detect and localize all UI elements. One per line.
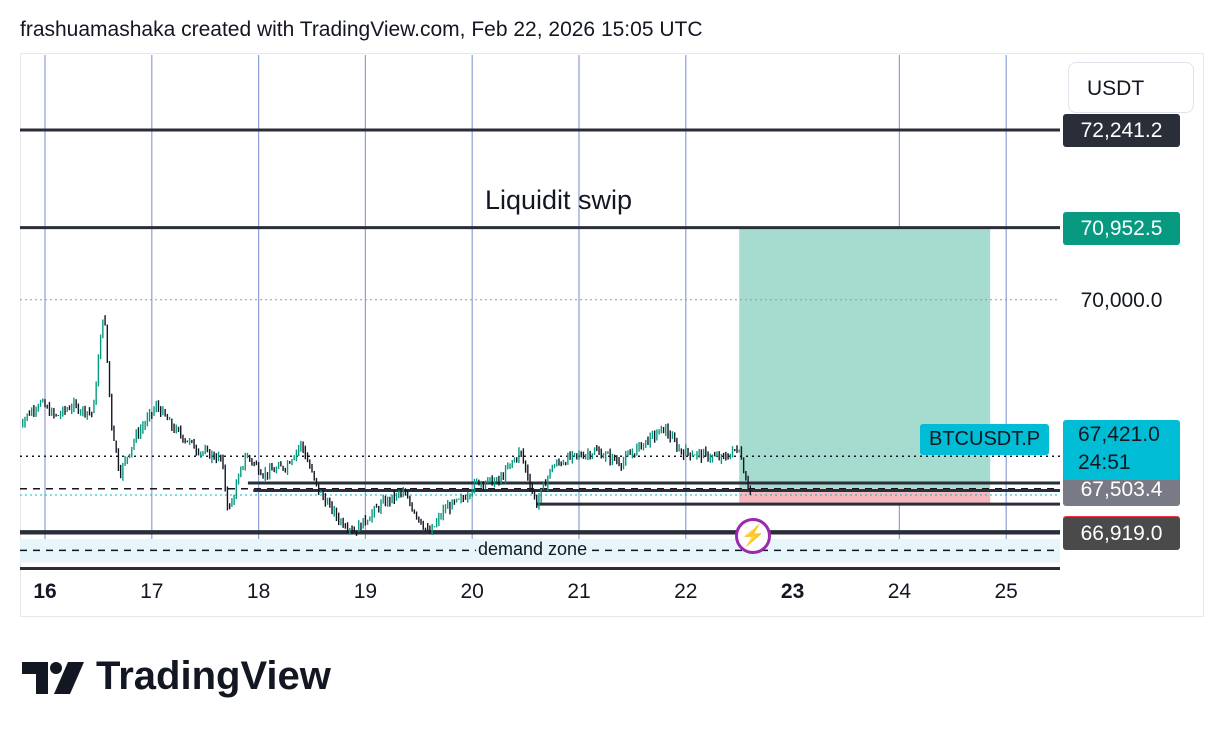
x-axis-tick-22: 22 <box>674 580 698 603</box>
position-loss-zone <box>739 488 991 505</box>
tradingview-logo-text: TradingView <box>96 654 331 698</box>
currency-selector-button[interactable]: USDT <box>1068 62 1194 113</box>
annotation-liquidity-swip[interactable]: Liquidit swip <box>484 185 633 216</box>
price-axis-label-70000: 70,000.0 <box>1080 288 1163 312</box>
lightning-icon[interactable]: ⚡ <box>735 518 771 554</box>
price-axis-label-level-66919: 66,919.0 <box>1063 517 1180 550</box>
price-axis-label-level-72241: 72,241.2 <box>1063 114 1180 147</box>
x-axis-tick-17: 17 <box>140 580 164 603</box>
x-axis-tick-16: 16 <box>33 580 57 603</box>
chart-frame <box>20 53 1204 617</box>
x-axis-tick-24: 24 <box>887 580 912 603</box>
x-axis-tick-19: 19 <box>353 580 378 603</box>
bar-countdown: 24:51 <box>1078 451 1131 474</box>
current-price-label: 67,421.0 24:51 <box>1063 420 1180 480</box>
x-axis-tick-25: 25 <box>994 580 1018 603</box>
x-axis-tick-23: 23 <box>780 580 805 603</box>
x-axis-tick-20: 20 <box>460 580 484 603</box>
demand-zone-label[interactable]: demand zone <box>476 539 590 561</box>
x-axis-tick-18: 18 <box>246 580 271 603</box>
current-price-value: 67,421.0 <box>1078 423 1160 446</box>
chart-attribution: frashuamashaka created with TradingView.… <box>20 18 703 41</box>
price-axis-label-level-70952: 70,952.5 <box>1063 211 1180 245</box>
tradingview-logo-icon <box>22 662 84 694</box>
symbol-tag[interactable]: BTCUSDT.P <box>920 424 1050 455</box>
x-axis-tick-21: 21 <box>567 580 591 603</box>
